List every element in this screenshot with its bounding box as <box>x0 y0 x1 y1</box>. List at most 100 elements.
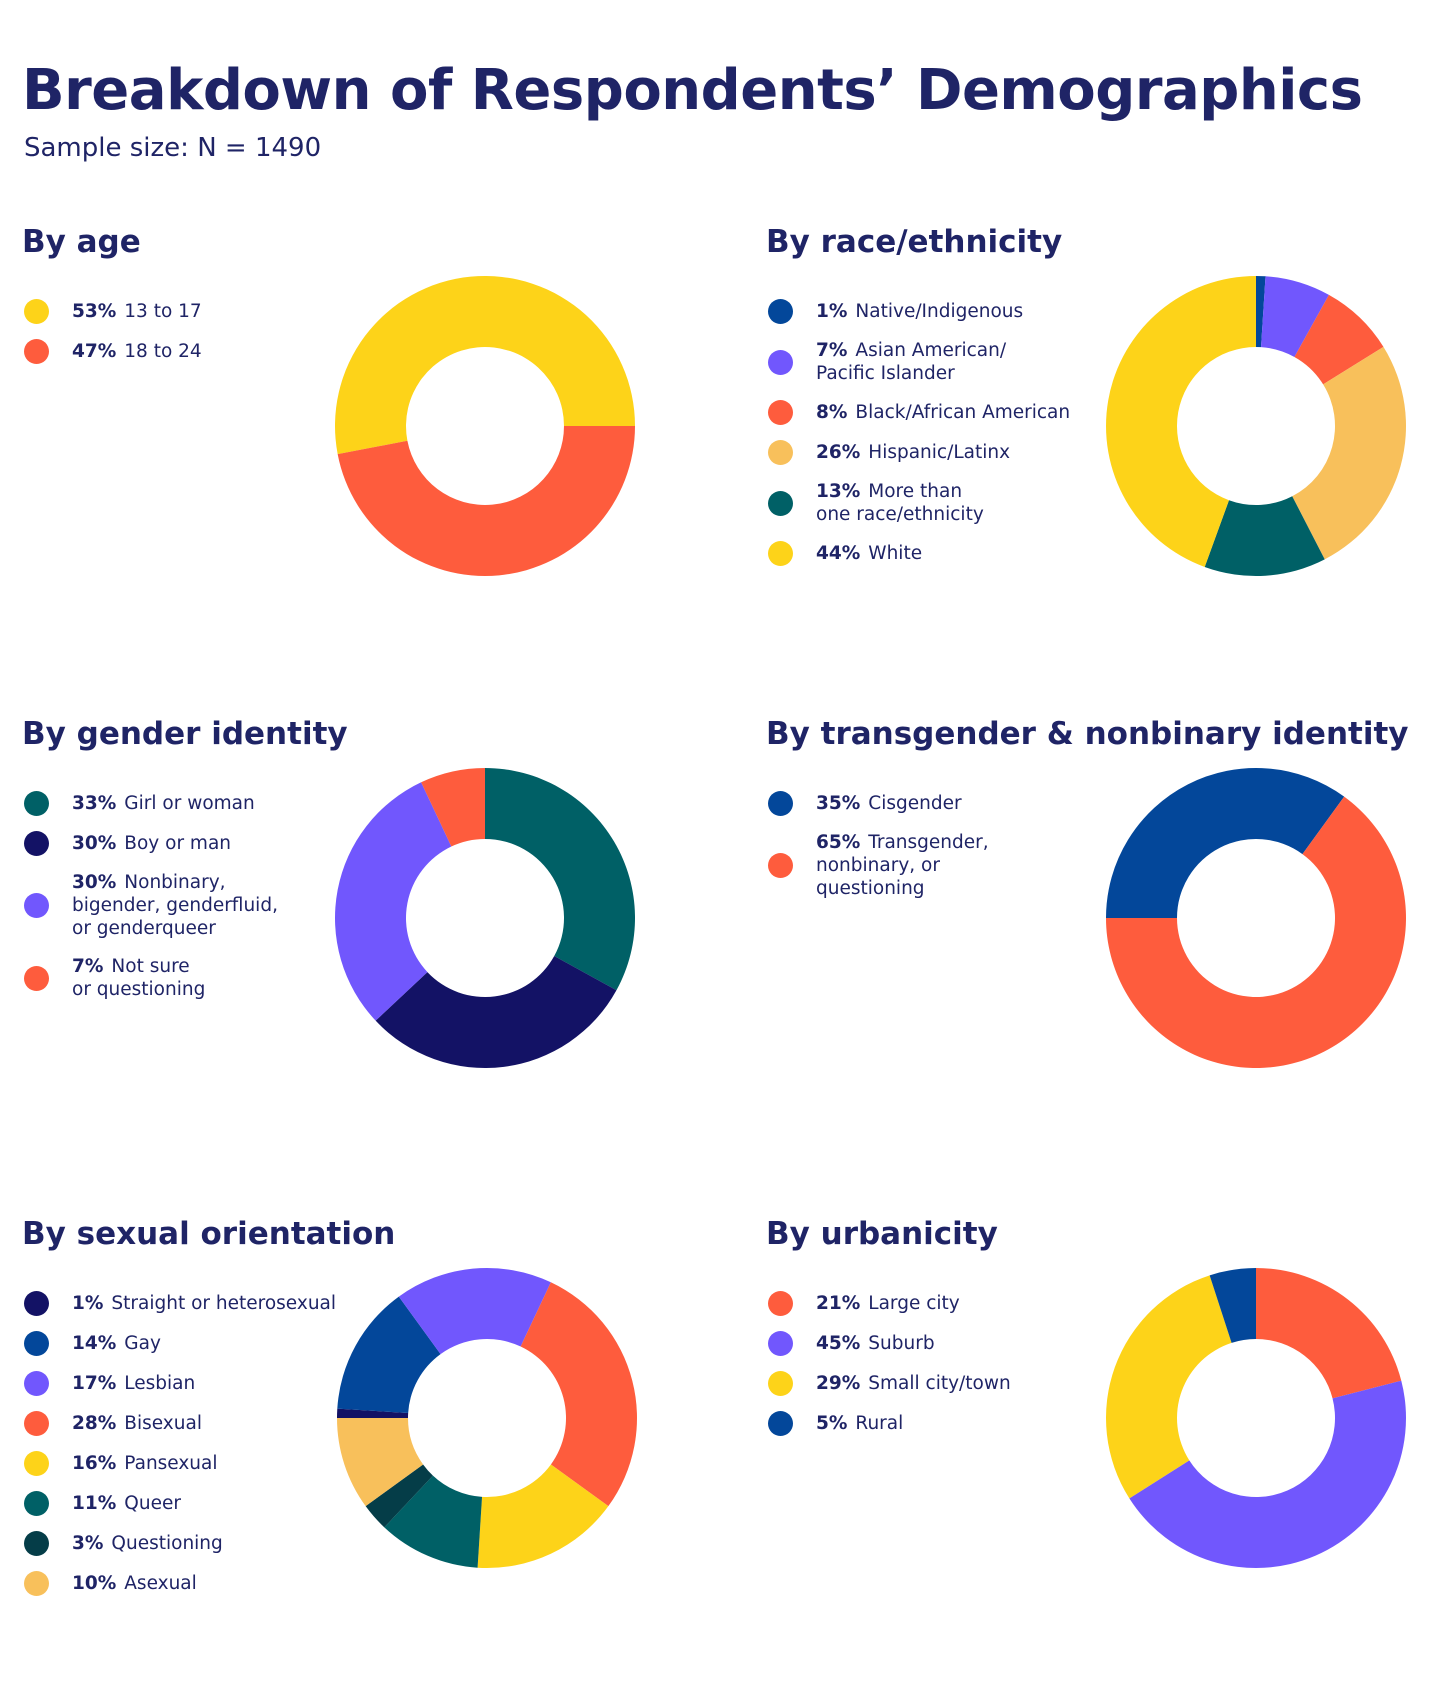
legend-text: 65% Transgender, nonbinary, or questionin… <box>816 831 1116 900</box>
legend-text: 30% Nonbinary, bigender, genderfluid, or … <box>72 871 372 940</box>
legend-sexual-orientation: 1% Straight or heterosexual 14% Gay 17% Lesbi… <box>24 1291 372 1611</box>
donut-sexual-orientation <box>337 1268 637 1568</box>
legend-text: 10% Asexual <box>72 1572 372 1595</box>
legend-percent: 7% <box>72 956 104 977</box>
legend-swatch <box>24 1291 49 1316</box>
legend-text: 33% Girl or woman <box>72 792 372 815</box>
legend-swatch <box>768 400 793 425</box>
panel-transgender-nonbinary: By transgender & nonbinary identity 35% C… <box>766 716 1440 1196</box>
legend-item-18-to-24: 47% 18 to 24 <box>24 339 372 364</box>
legend-percent: 47% <box>72 341 117 362</box>
legend-percent: 1% <box>816 301 848 322</box>
legend-item-questioning: 3% Questioning <box>24 1531 372 1556</box>
legend-swatch <box>24 1371 49 1396</box>
donut-gender-identity <box>334 768 636 1069</box>
legend-percent: 5% <box>816 1413 848 1434</box>
donut-slice-pansexual <box>477 1464 609 1568</box>
donut-slice-rural <box>1209 1268 1256 1343</box>
legend-percent: 21% <box>816 1293 861 1314</box>
legend-text: 21% Large city <box>816 1292 1116 1315</box>
donut-urbanicity <box>1106 1268 1407 1568</box>
legend-item-pansexual: 16% Pansexual <box>24 1451 372 1476</box>
legend-item-black-african-american: 8% Black/African American <box>768 400 1116 425</box>
page-title: Breakdown of Respondents’ Demographics <box>22 58 1363 123</box>
legend-text: 26% Hispanic/Latinx <box>816 441 1116 464</box>
legend-text: 45% Suburb <box>816 1332 1116 1355</box>
legend-swatch <box>768 1371 793 1396</box>
legend-swatch <box>768 1331 793 1356</box>
legend-percent: 29% <box>816 1373 861 1394</box>
legend-label: Transgender, nonbinary, or questioning <box>816 832 989 899</box>
legend-swatch <box>768 440 793 465</box>
legend-label: Native/Indigenous <box>855 301 1024 322</box>
legend-swatch <box>24 1411 49 1436</box>
legend-label: Boy or man <box>124 833 232 854</box>
legend-label: Lesbian <box>124 1373 196 1394</box>
legend-percent: 45% <box>816 1333 861 1354</box>
legend-label: Nonbinary, bigender, genderfluid, or gen… <box>72 872 278 939</box>
donut-slice-not-sure-or-questioning <box>421 768 485 847</box>
legend-transgender-nonbinary: 35% Cisgender 65% Transgender, nonbinary, o… <box>768 791 1116 915</box>
legend-swatch <box>768 349 793 375</box>
legend-label: Cisgender <box>868 793 962 814</box>
legend-swatch <box>24 1531 49 1556</box>
legend-percent: 3% <box>72 1533 104 1554</box>
legend-item-queer: 11% Queer <box>24 1491 372 1516</box>
legend-label: Suburb <box>868 1333 935 1354</box>
legend-item-white: 44% White <box>768 541 1116 566</box>
legend-swatch <box>24 339 49 364</box>
legend-swatch <box>24 299 49 324</box>
legend-item-rural: 5% Rural <box>768 1411 1116 1436</box>
legend-text: 47% 18 to 24 <box>72 340 372 363</box>
legend-percent: 7% <box>816 340 848 361</box>
donut-slice-cisgender <box>1106 768 1345 918</box>
legend-label: Hispanic/Latinx <box>868 442 1011 463</box>
legend-percent: 26% <box>816 442 861 463</box>
legend-swatch <box>768 1411 793 1436</box>
chart-title-urbanicity: By urbanicity <box>766 1216 998 1252</box>
legend-text: 13% More than one race/ethnicity <box>816 480 1116 526</box>
panel-urbanicity: By urbanicity 21% Large city 45% Suburb 29% S… <box>766 1216 1440 1696</box>
legend-label: Asexual <box>124 1573 197 1594</box>
legend-text: 1% Straight or heterosexual <box>72 1292 372 1315</box>
legend-text: 28% Bisexual <box>72 1412 372 1435</box>
legend-item-girl-or-woman: 33% Girl or woman <box>24 791 372 816</box>
legend-label: Pansexual <box>124 1453 218 1474</box>
legend-label: More than one race/ethnicity <box>816 481 984 525</box>
donut-slice-nonbinary-bigender-genderfluid-or-genderqueer <box>334 782 452 1021</box>
legend-text: 17% Lesbian <box>72 1372 372 1395</box>
legend-swatch <box>24 831 49 856</box>
legend-item-small-city-town: 29% Small city/town <box>768 1371 1116 1396</box>
legend-label: Asian American/ Pacific Islander <box>816 340 1007 384</box>
legend-text: 44% White <box>816 542 1116 565</box>
legend-item-native-indigenous: 1% Native/Indigenous <box>768 299 1116 324</box>
legend-item-more-than-one-race-ethnicity: 13% More than one race/ethnicity <box>768 480 1116 526</box>
donut-slice-black-african-american <box>1294 294 1384 385</box>
chart-title-age: By age <box>22 224 141 260</box>
legend-item-straight-or-heterosexual: 1% Straight or heterosexual <box>24 1291 372 1316</box>
donut-slice-bisexual <box>520 1282 637 1507</box>
donut-age <box>335 275 635 576</box>
donut-slice-13-to-17 <box>335 275 635 455</box>
legend-percent: 44% <box>816 543 861 564</box>
legend-swatch <box>24 1571 49 1596</box>
legend-item-bisexual: 28% Bisexual <box>24 1411 372 1436</box>
legend-percent: 33% <box>72 793 117 814</box>
legend-swatch <box>768 490 793 516</box>
legend-label: Queer <box>124 1493 181 1514</box>
legend-label: Black/African American <box>855 402 1071 423</box>
donut-slice-native-indigenous <box>1256 276 1266 348</box>
panel-sexual-orientation: By sexual orientation 1% Straight or hete… <box>22 1216 742 1696</box>
legend-swatch <box>768 541 793 566</box>
legend-label: Bisexual <box>124 1413 202 1434</box>
donut-slice-questioning <box>365 1464 433 1528</box>
legend-label: 13 to 17 <box>124 301 202 322</box>
legend-text: 29% Small city/town <box>816 1372 1116 1395</box>
donut-slice-18-to-24 <box>337 426 635 576</box>
donut-slice-straight-or-heterosexual <box>337 1408 409 1418</box>
legend-age: 53% 13 to 17 47% 18 to 24 <box>24 299 372 379</box>
legend-item-asexual: 10% Asexual <box>24 1571 372 1596</box>
panel-race-ethnicity: By race/ethnicity 1% Native/Indigenous 7% A… <box>766 224 1440 704</box>
legend-label: Questioning <box>111 1533 223 1554</box>
legend-swatch <box>768 791 793 816</box>
